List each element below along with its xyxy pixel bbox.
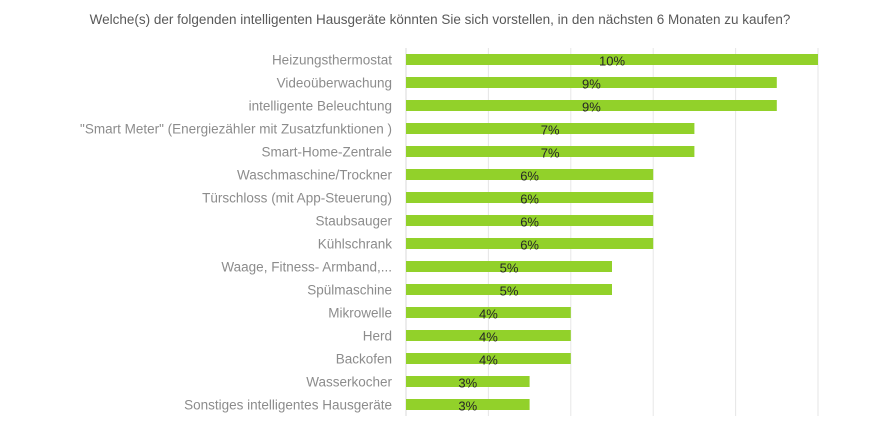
bar bbox=[406, 100, 777, 111]
bar bbox=[406, 123, 695, 134]
category-label: Heizungsthermostat bbox=[272, 53, 392, 68]
category-label: intelligente Beleuchtung bbox=[249, 99, 392, 114]
data-label: 3% bbox=[458, 399, 477, 414]
category-label: Videoüberwachung bbox=[277, 76, 392, 91]
data-label: 6% bbox=[520, 215, 539, 230]
data-label: 6% bbox=[520, 238, 539, 253]
bar bbox=[406, 307, 571, 318]
data-label: 7% bbox=[541, 123, 560, 138]
category-label: Smart-Home-Zentrale bbox=[261, 145, 392, 160]
category-label: Backofen bbox=[336, 352, 392, 367]
category-label: Wasserkocher bbox=[306, 375, 392, 390]
bar bbox=[406, 192, 654, 203]
category-label: Herd bbox=[363, 329, 392, 344]
bar bbox=[406, 330, 571, 341]
category-label: Spülmaschine bbox=[307, 283, 392, 298]
bar bbox=[406, 146, 695, 157]
bar bbox=[406, 376, 530, 387]
bar bbox=[406, 399, 530, 410]
bar bbox=[406, 353, 571, 364]
data-label: 10% bbox=[599, 54, 625, 69]
bar bbox=[406, 77, 777, 88]
bar bbox=[406, 54, 818, 65]
bar bbox=[406, 284, 612, 295]
category-label: Mikrowelle bbox=[328, 306, 392, 321]
category-label: Staubsauger bbox=[315, 214, 392, 229]
data-label: 7% bbox=[541, 146, 560, 161]
category-label: Kühlschrank bbox=[318, 237, 393, 252]
data-label: 3% bbox=[458, 376, 477, 391]
data-label: 4% bbox=[479, 307, 498, 322]
category-label: Waage, Fitness- Armband,... bbox=[221, 260, 392, 275]
data-label: 5% bbox=[500, 261, 519, 276]
bar bbox=[406, 261, 612, 272]
data-label: 9% bbox=[582, 100, 601, 115]
category-label: "Smart Meter" (Energiezähler mit Zusatzf… bbox=[80, 122, 392, 137]
data-label: 4% bbox=[479, 353, 498, 368]
category-label: Sonstiges intelligentes Hausgeräte bbox=[184, 398, 392, 413]
bar bbox=[406, 169, 654, 180]
chart-title: Welche(s) der folgenden intelligenten Ha… bbox=[89, 12, 791, 27]
data-label: 6% bbox=[520, 192, 539, 207]
data-label: 6% bbox=[520, 169, 539, 184]
bar bbox=[406, 215, 654, 226]
data-label: 5% bbox=[500, 284, 519, 299]
data-label: 9% bbox=[582, 77, 601, 92]
category-label: Türschloss (mit App-Steuerung) bbox=[202, 191, 392, 206]
data-label: 4% bbox=[479, 330, 498, 345]
bar bbox=[406, 238, 654, 249]
category-label: Waschmaschine/Trockner bbox=[237, 168, 393, 183]
